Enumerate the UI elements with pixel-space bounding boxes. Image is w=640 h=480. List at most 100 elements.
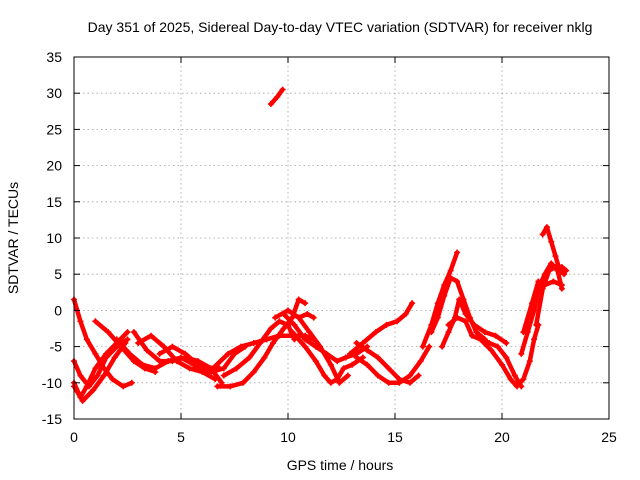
data-point-plus-marker (276, 332, 283, 339)
data-point-plus-marker (533, 321, 540, 328)
data-point-plus-marker (488, 347, 495, 354)
data-point-plus-marker (520, 376, 527, 383)
data-point-plus-marker (528, 300, 535, 307)
data-point-plus-marker (494, 343, 501, 350)
data-point-plus-marker (261, 354, 268, 361)
series-arc-21 (419, 249, 461, 350)
data-point-plus-marker (130, 329, 137, 336)
data-point-plus-marker (285, 321, 291, 328)
data-point-plus-marker (447, 267, 454, 274)
data-point-plus-marker (233, 365, 240, 372)
data-point-plus-marker (454, 249, 461, 256)
data-point-plus-marker (383, 321, 390, 328)
data-point-plus-marker (148, 332, 155, 339)
data-point-plus-marker (511, 372, 518, 379)
data-point-plus-marker (469, 332, 476, 339)
series-arc-16 (295, 311, 317, 321)
data-point-plus-marker (454, 278, 461, 285)
data-point-plus-marker (499, 361, 505, 368)
data-point-plus-marker (415, 372, 422, 379)
y-tick-label: 20 (46, 158, 62, 174)
data-point-plus-marker (321, 372, 328, 379)
y-tick-label: 10 (46, 230, 62, 246)
series-arc-4 (71, 339, 129, 404)
data-point-plus-marker (364, 347, 371, 354)
data-point-plus-marker (419, 343, 426, 350)
data-point-plus-marker (349, 361, 356, 368)
data-point-plus-marker (156, 358, 163, 365)
series-line (131, 329, 224, 386)
data-point-plus-marker (169, 358, 176, 365)
data-point-plus-marker (272, 314, 279, 321)
data-point-plus-marker (143, 347, 150, 354)
x-tick-label: 15 (387, 429, 403, 445)
data-point-plus-marker (92, 365, 99, 372)
x-tick-label: 0 (70, 429, 78, 445)
data-point-plus-marker (289, 329, 296, 336)
y-tick-label: -15 (42, 411, 62, 427)
series-arc-18 (347, 300, 416, 357)
data-point-plus-marker (372, 329, 379, 336)
series-arc-25 (477, 321, 542, 390)
series-arc-15 (289, 329, 366, 386)
data-point-plus-marker (270, 339, 277, 346)
data-point-plus-marker (79, 397, 86, 404)
data-point-plus-marker (546, 267, 553, 274)
data-point-plus-marker (445, 321, 452, 328)
data-point-plus-marker (434, 314, 441, 321)
data-point-plus-marker (374, 372, 381, 379)
data-point-plus-marker (409, 300, 416, 307)
y-tick-label: 15 (46, 194, 62, 210)
data-point-plus-marker (92, 318, 99, 325)
data-point-plus-marker (94, 372, 101, 379)
data-point-plus-marker (426, 343, 433, 350)
data-point-plus-marker (327, 379, 334, 386)
data-point-plus-marker (302, 343, 309, 350)
data-series-layer (71, 86, 570, 404)
series-line (354, 344, 432, 386)
data-point-plus-marker (462, 311, 469, 318)
data-point-plus-marker (225, 350, 232, 357)
data-point-plus-marker (220, 372, 227, 379)
data-point-plus-marker (310, 314, 317, 321)
data-point-plus-marker (291, 321, 298, 328)
series-arc-29 (533, 263, 570, 328)
series-line (420, 250, 460, 349)
data-point-plus-marker (122, 339, 129, 346)
data-point-plus-marker (406, 379, 413, 386)
data-point-plus-marker (210, 365, 217, 372)
data-point-plus-marker (156, 350, 163, 357)
data-point-plus-marker (285, 307, 291, 314)
data-point-plus-marker (77, 318, 84, 325)
y-tick-label: 5 (54, 266, 62, 282)
y-tick-label: 0 (54, 302, 62, 318)
x-tick-label: 20 (494, 429, 510, 445)
y-axis-label: SDTVAR / TECUs (5, 182, 21, 294)
data-point-plus-marker (317, 343, 324, 350)
data-point-plus-marker (77, 372, 84, 379)
series-arc-23 (439, 296, 510, 350)
data-point-plus-marker (227, 383, 234, 390)
data-point-plus-marker (548, 238, 555, 245)
data-point-plus-marker (182, 350, 189, 357)
data-point-plus-marker (471, 321, 478, 328)
data-point-plus-marker (344, 372, 351, 379)
chart-title: Day 351 of 2025, Sidereal Day-to-day VTE… (88, 19, 593, 35)
data-point-plus-marker (439, 343, 446, 350)
data-point-plus-marker (402, 311, 409, 318)
data-point-plus-marker (85, 383, 92, 390)
x-tick-label: 5 (177, 429, 185, 445)
y-tick-label: 35 (46, 49, 62, 65)
data-point-plus-marker (267, 101, 274, 108)
data-point-plus-marker (550, 278, 557, 285)
data-point-plus-marker (336, 379, 343, 386)
data-point-plus-marker (295, 314, 302, 321)
data-point-plus-marker (92, 350, 99, 357)
data-point-plus-marker (342, 354, 349, 361)
data-point-plus-marker (207, 368, 214, 375)
data-point-plus-marker (327, 361, 334, 368)
series-arc-10 (214, 296, 309, 390)
data-point-plus-marker (507, 376, 514, 383)
data-point-plus-marker (199, 368, 206, 375)
